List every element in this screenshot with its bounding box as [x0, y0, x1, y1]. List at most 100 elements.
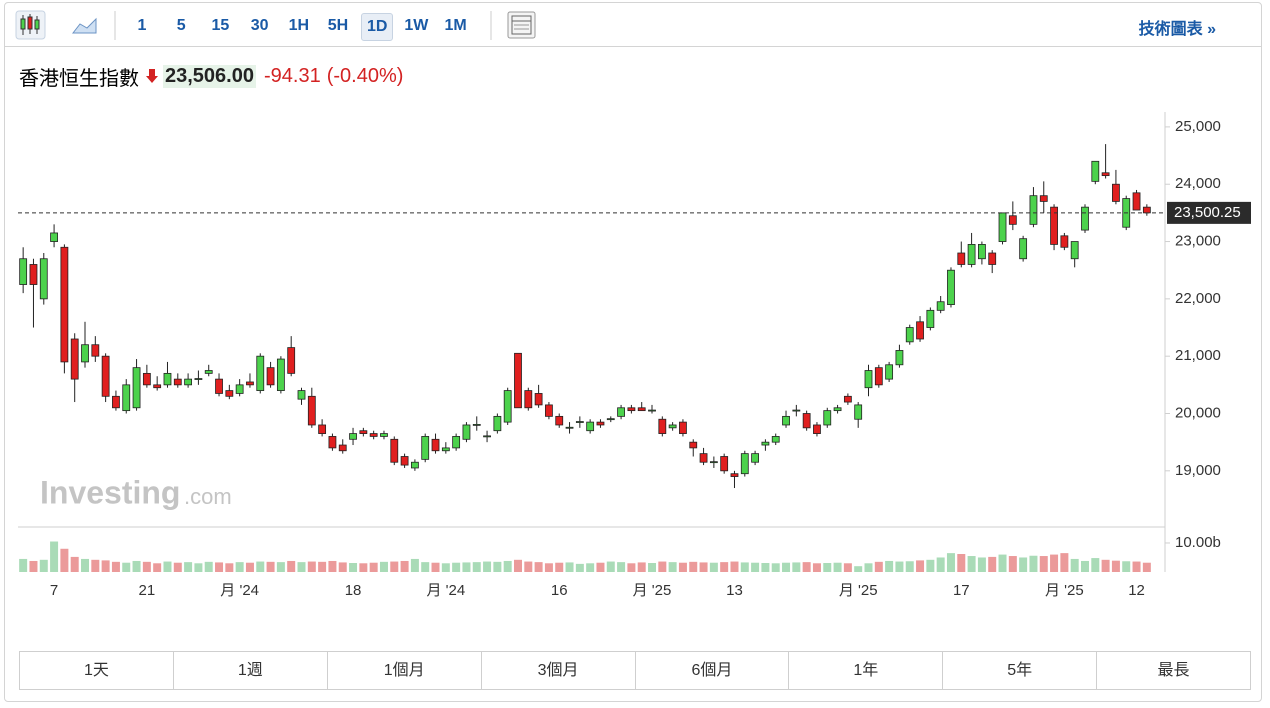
volume-bar: [91, 559, 100, 572]
arrow: [146, 69, 158, 83]
volume-bar: [926, 559, 935, 572]
volume-bar: [472, 562, 481, 572]
volume-bar: [792, 562, 801, 572]
volume-bar: [916, 560, 925, 572]
candle-body: [338, 444, 347, 452]
candle-body: [359, 430, 368, 434]
y-tick-label: 19,000: [1175, 462, 1221, 479]
volume-bar: [617, 562, 626, 572]
candle-body: [184, 378, 193, 386]
candle-body: [854, 404, 863, 420]
y-tick-label: 21,000: [1175, 347, 1221, 364]
volume-bar: [720, 562, 729, 572]
range-button[interactable]: 最長: [1157, 662, 1190, 679]
interval-button[interactable]: 30: [250, 17, 269, 34]
volume-bar: [1080, 560, 1089, 572]
volume-bar: [421, 562, 430, 572]
candle-body: [730, 473, 739, 477]
interval-button[interactable]: 1W: [404, 17, 429, 34]
candle-body: [101, 355, 110, 397]
volume-bar: [483, 561, 492, 572]
volume-bar: [678, 562, 687, 572]
volume-bar: [689, 561, 698, 572]
range-button[interactable]: 1天: [20, 652, 174, 689]
candle-body: [617, 407, 625, 417]
volume-bar: [111, 561, 120, 572]
volume-bar: [1091, 558, 1100, 572]
x-tick-label: 月 '25: [839, 582, 878, 599]
table-icon[interactable]: [507, 11, 536, 39]
candle-body: [905, 327, 914, 343]
candle-icon[interactable]: [15, 10, 46, 40]
range-button[interactable]: 1個月: [328, 652, 482, 689]
interval-button[interactable]: 5H: [327, 17, 349, 34]
candle-body: [1112, 183, 1120, 202]
quote-change: -94.31: [263, 64, 321, 87]
quote-price: 23,506.00: [163, 64, 256, 88]
volume-bar: [318, 561, 327, 572]
volume-bar: [142, 561, 151, 572]
volume-bar: [225, 563, 234, 572]
candle-body: [555, 415, 564, 426]
chart: Investing .com 19,000 20,000 21,000 22,000 2…: [15, 10, 1251, 599]
candle-body: [637, 407, 646, 412]
volume-bar: [575, 563, 584, 572]
y-tick-label: 20,000: [1175, 404, 1221, 421]
volume-bar: [524, 561, 533, 572]
toolbar-divider: [5, 46, 1261, 47]
candle-body: [998, 212, 1007, 242]
candle-body: [19, 258, 28, 285]
candle-body: [864, 370, 873, 389]
volume-bar: [70, 556, 79, 572]
candle-body: [225, 390, 234, 397]
volume-bar: [658, 561, 667, 572]
range-button[interactable]: 1週: [174, 652, 328, 689]
candle-body: [926, 309, 935, 328]
x-tick-label: 月 '24: [220, 582, 259, 599]
candle-body: [895, 350, 904, 366]
candle-body: [802, 413, 811, 429]
interval-button[interactable]: 1D: [361, 13, 394, 41]
range-button[interactable]: 5年: [943, 652, 1098, 689]
interval-button[interactable]: 15: [211, 17, 230, 34]
y-tick-label: 22,000: [1175, 290, 1221, 307]
range-button[interactable]: 3個月: [482, 652, 636, 689]
interval-button[interactable]: 1: [137, 17, 147, 34]
candle-body: [565, 426, 574, 429]
candle-body: [1008, 215, 1017, 225]
range-button[interactable]: 6個月: [636, 652, 790, 689]
candle-body: [689, 441, 698, 449]
volume-bar: [1060, 553, 1069, 572]
icon-area[interactable]: [71, 17, 97, 34]
candle-body: [246, 381, 254, 386]
volume-bar: [709, 562, 718, 572]
candle-body: [967, 244, 976, 265]
watermark: .com: [184, 484, 232, 509]
volume-bar: [369, 562, 378, 572]
candle-body: [1132, 192, 1141, 211]
range-button[interactable]: 1年: [789, 652, 944, 689]
technical-chart-link[interactable]: 技術圖表 »: [1138, 21, 1216, 38]
interval-button[interactable]: 1M: [444, 17, 467, 34]
volume-bar: [586, 563, 595, 572]
volume-bar: [19, 558, 28, 572]
x-tick-label: 月 '24: [426, 582, 465, 599]
quote: 香港恒生指數 23,506.00 -94.31 (-0.40%): [19, 62, 409, 90]
quote-change-percent: (-0.40%): [326, 64, 404, 87]
candle-body: [947, 269, 955, 305]
interval-button[interactable]: 1H: [288, 17, 310, 34]
volume-bar: [555, 562, 564, 572]
volume-bar: [204, 561, 213, 572]
candle-body: [782, 415, 790, 426]
volume-bar: [998, 554, 1007, 572]
candle-body: [112, 395, 120, 409]
volume-bar: [885, 560, 894, 572]
candle-body: [462, 424, 471, 440]
candle-body: [988, 252, 997, 265]
down-arrow: [146, 69, 158, 83]
volume-bar: [359, 563, 368, 572]
volume-bar: [441, 563, 450, 572]
line-icon[interactable]: [71, 17, 97, 34]
interval-button[interactable]: 5: [176, 17, 186, 34]
